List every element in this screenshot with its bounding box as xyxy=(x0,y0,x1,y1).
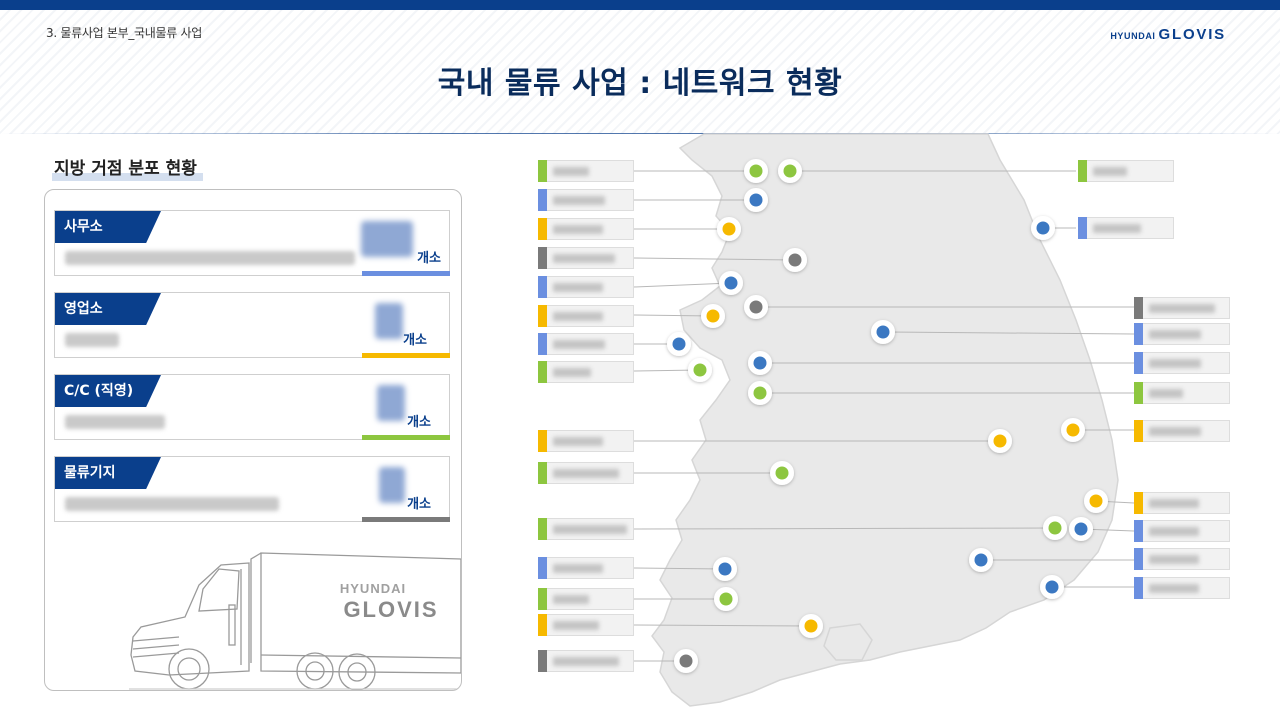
location-label xyxy=(538,430,634,452)
card-sales-description xyxy=(65,333,119,347)
location-label xyxy=(538,588,634,610)
korea-island-shape xyxy=(823,623,873,661)
location-label xyxy=(538,361,634,383)
card-office-label: 사무소 xyxy=(55,211,161,243)
marker-office xyxy=(753,356,767,370)
marker-cc xyxy=(719,592,733,606)
location-label xyxy=(1078,160,1174,182)
location-label xyxy=(1134,352,1230,374)
distribution-panel: 사무소 개소 영업소 개소 C/C (직영) 개소 물류기지 개소 xyxy=(44,189,462,691)
marker-sales xyxy=(804,619,818,633)
card-base-description xyxy=(65,497,279,511)
location-label xyxy=(538,333,634,355)
card-base-unit: 개소 xyxy=(407,497,431,512)
marker-cc xyxy=(783,164,797,178)
location-label xyxy=(538,247,634,269)
hyundai-glovis-logo: HYUNDAI GLOVIS xyxy=(1110,26,1226,44)
card-sales-label: 영업소 xyxy=(55,293,161,325)
marker-sales xyxy=(706,309,720,323)
truck-brand-hyundai: HYUNDAI xyxy=(340,581,406,596)
marker-cc xyxy=(775,466,789,480)
location-label xyxy=(538,557,634,579)
card-base-label: 물류기지 xyxy=(55,457,161,489)
location-label xyxy=(538,518,634,540)
marker-office xyxy=(876,325,890,339)
location-markers xyxy=(667,159,1108,673)
card-base-bar xyxy=(362,517,450,522)
page-title: 국내 물류 사업 : 네트워크 현황 xyxy=(437,66,843,101)
card-office-bar xyxy=(362,271,450,276)
marker-office xyxy=(1074,522,1088,536)
card-sales: 영업소 개소 xyxy=(54,292,450,358)
breadcrumb: 3. 물류사업 본부_국내물류 사업 xyxy=(46,26,202,40)
logo-hyundai-text: HYUNDAI xyxy=(1110,31,1156,41)
card-office-count xyxy=(361,221,413,257)
card-cc-description xyxy=(65,415,165,429)
marker-office xyxy=(724,276,738,290)
location-label xyxy=(1134,382,1230,404)
location-label xyxy=(538,218,634,240)
location-label xyxy=(1134,577,1230,599)
marker-cc xyxy=(693,363,707,377)
location-label xyxy=(1134,420,1230,442)
location-label xyxy=(538,160,634,182)
card-base-count xyxy=(379,467,405,503)
marker-cc xyxy=(753,386,767,400)
marker-base xyxy=(749,300,763,314)
section-title: 지방 거점 분포 현황 xyxy=(52,154,203,181)
marker-office xyxy=(974,553,988,567)
marker-office xyxy=(1036,221,1050,235)
card-cc-unit: 개소 xyxy=(407,415,431,430)
location-label xyxy=(538,276,634,298)
leader-lines xyxy=(633,170,1135,662)
marker-sales xyxy=(1066,423,1080,437)
marker-base xyxy=(679,654,693,668)
card-sales-count xyxy=(375,303,403,339)
truck-illustration: HYUNDAI GLOVIS xyxy=(129,552,461,690)
card-sales-unit: 개소 xyxy=(403,333,427,348)
marker-office xyxy=(749,193,763,207)
card-office-description xyxy=(65,251,355,265)
location-label xyxy=(538,462,634,484)
location-label xyxy=(1134,520,1230,542)
location-label xyxy=(538,650,634,672)
marker-sales xyxy=(722,222,736,236)
card-cc-count xyxy=(377,385,405,421)
card-cc-bar xyxy=(362,435,450,440)
location-label xyxy=(1134,548,1230,570)
card-office-unit: 개소 xyxy=(417,251,441,266)
card-base: 물류기지 개소 xyxy=(54,456,450,522)
header-background xyxy=(0,10,1280,134)
location-label xyxy=(538,614,634,636)
marker-cc xyxy=(1048,521,1062,535)
header-divider xyxy=(0,133,1280,134)
logo-glovis-text: GLOVIS xyxy=(1158,26,1226,43)
location-label xyxy=(1134,492,1230,514)
marker-base xyxy=(788,253,802,267)
location-label xyxy=(1134,297,1230,319)
marker-office xyxy=(1045,580,1059,594)
korea-mainland-shape xyxy=(651,133,1119,707)
card-cc-label: C/C (직영) xyxy=(55,375,161,407)
marker-sales xyxy=(1089,494,1103,508)
top-accent-bar xyxy=(0,0,1280,10)
location-label xyxy=(538,305,634,327)
location-label xyxy=(1078,217,1174,239)
location-label xyxy=(1134,323,1230,345)
marker-sales xyxy=(993,434,1007,448)
card-cc: C/C (직영) 개소 xyxy=(54,374,450,440)
marker-office xyxy=(672,337,686,351)
card-sales-bar xyxy=(362,353,450,358)
marker-cc xyxy=(749,164,763,178)
card-office: 사무소 개소 xyxy=(54,210,450,276)
truck-brand-glovis: GLOVIS xyxy=(343,597,438,622)
marker-office xyxy=(718,562,732,576)
location-label xyxy=(538,189,634,211)
